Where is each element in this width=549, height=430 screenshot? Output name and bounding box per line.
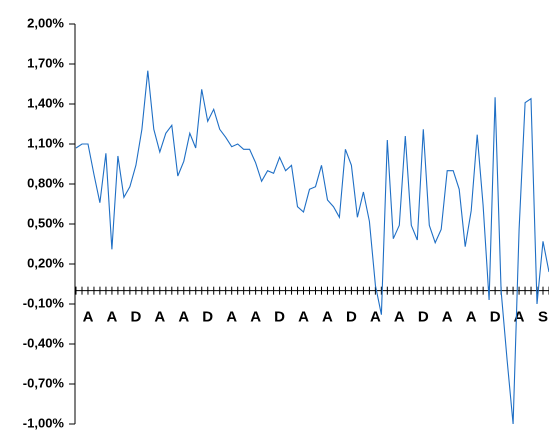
x-tick-label: A: [154, 309, 165, 326]
x-tick-label: A: [226, 309, 237, 326]
x-tick-label: A: [83, 309, 94, 326]
x-tick-label: A: [370, 309, 381, 326]
y-tick-label: 0,80%: [27, 175, 64, 190]
x-tick-label: A: [442, 309, 453, 326]
data-line: [75, 70, 549, 425]
x-tick-label: A: [322, 309, 333, 326]
x-tick-label: D: [130, 309, 141, 326]
y-tick-label: -1,00%: [23, 415, 65, 430]
x-tick-label: A: [466, 309, 477, 326]
x-tick-label: D: [274, 309, 285, 326]
y-tick-label: 1,40%: [27, 95, 64, 110]
x-tick-label: A: [107, 309, 118, 326]
y-tick-label: -0,10%: [23, 295, 65, 310]
x-tick-label: A: [178, 309, 189, 326]
x-tick-label: A: [514, 309, 525, 326]
x-tick-label: D: [490, 309, 501, 326]
x-tick-label: A: [394, 309, 405, 326]
x-tick-label: A: [298, 309, 309, 326]
y-tick-label: 0,20%: [27, 255, 64, 270]
y-tick-label: -0,70%: [23, 375, 65, 390]
x-tick-label: D: [418, 309, 429, 326]
x-tick-label: D: [202, 309, 213, 326]
y-tick-label: 1,70%: [27, 55, 64, 70]
x-tick-label: D: [346, 309, 357, 326]
x-tick-label: A: [250, 309, 261, 326]
x-tick-label: S: [538, 309, 548, 326]
y-tick-label: 2,00%: [27, 15, 64, 30]
y-tick-label: 1,10%: [27, 135, 64, 150]
y-tick-label: -0,40%: [23, 335, 65, 350]
y-tick-label: 0,50%: [27, 215, 64, 230]
